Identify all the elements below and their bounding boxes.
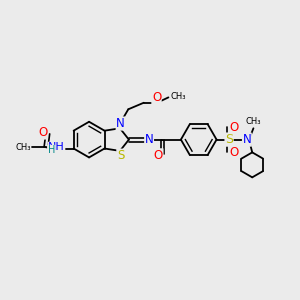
Text: N: N (116, 117, 125, 130)
Text: O: O (230, 121, 239, 134)
Text: N: N (242, 133, 251, 146)
Text: S: S (117, 149, 124, 162)
Text: N: N (145, 133, 154, 146)
Text: O: O (230, 146, 239, 159)
Text: NH: NH (48, 142, 65, 152)
Text: CH₃: CH₃ (246, 117, 261, 126)
Text: CH₃: CH₃ (15, 143, 31, 152)
Text: CH₃: CH₃ (170, 92, 186, 101)
Text: S: S (225, 133, 233, 146)
Text: O: O (152, 91, 161, 104)
Text: O: O (38, 126, 47, 139)
Text: H: H (48, 145, 55, 155)
Text: O: O (154, 149, 163, 162)
